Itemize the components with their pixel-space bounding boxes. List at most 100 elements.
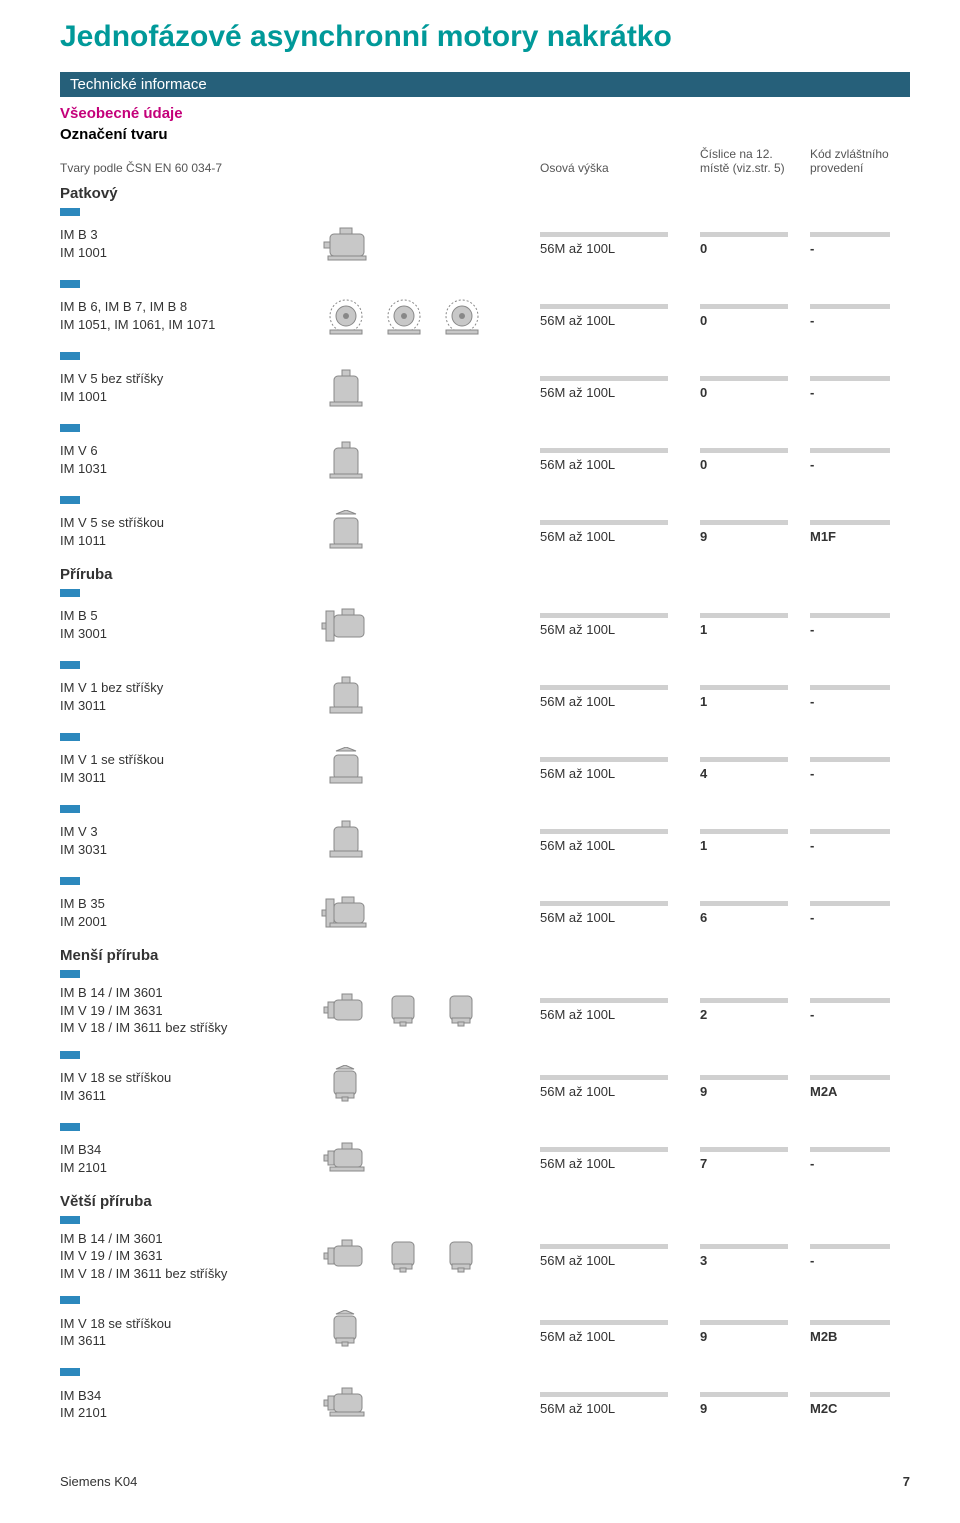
row-label-line: IM V 5 bez stříšky <box>60 370 320 388</box>
code-value: - <box>810 998 910 1022</box>
table-header: Tvary podle ČSN EN 60 034-7 Osová výška … <box>60 147 910 181</box>
side-icon <box>320 222 372 266</box>
code-value: - <box>810 304 910 328</box>
row-marker-icon <box>60 877 80 885</box>
axial-height: 56M až 100L <box>540 901 700 925</box>
footer-left: Siemens K04 <box>60 1474 137 1489</box>
row-label-line: IM V 18 se stříškou <box>60 1315 320 1333</box>
group-heading: Větší příruba <box>60 1193 910 1210</box>
digit-value: 1 <box>700 613 810 637</box>
col3-header: Číslice na 12.místě (viz.str. 5) <box>700 147 810 175</box>
code-value: M2C <box>810 1392 910 1416</box>
row-label-line: IM V 6 <box>60 442 320 460</box>
row-label-line: IM 3611 <box>60 1087 320 1105</box>
row-labels: IM B34IM 2101 <box>60 1141 320 1176</box>
row-marker-icon <box>60 805 80 813</box>
code-value: - <box>810 685 910 709</box>
code-value: M2B <box>810 1320 910 1344</box>
row-marker-icon <box>60 1123 80 1131</box>
table-row: IM B 14 / IM 3601IM V 19 / IM 3631IM V 1… <box>60 980 910 1045</box>
row-icons <box>320 1310 540 1354</box>
row-icons <box>320 603 540 647</box>
row-marker-icon <box>60 352 80 360</box>
top-icon <box>320 438 372 482</box>
row-label-line: IM V 5 se stříškou <box>60 514 320 532</box>
side-sfl-foot-icon <box>320 1382 372 1426</box>
digit-value: 9 <box>700 1392 810 1416</box>
row-marker-icon <box>60 496 80 504</box>
row-icons <box>320 891 540 935</box>
row-label-line: IM 3011 <box>60 769 320 787</box>
side-fl-foot-icon <box>320 891 372 935</box>
code-value: - <box>810 1147 910 1171</box>
digit-value: 0 <box>700 376 810 400</box>
table-row: IM V 3IM 303156M až 100L1- <box>60 815 910 871</box>
row-icons <box>320 747 540 791</box>
table-row: IM V 1 se stříškouIM 301156M až 100L4- <box>60 743 910 799</box>
row-label-line: IM V 19 / IM 3631 <box>60 1002 320 1020</box>
table-row: IM B 14 / IM 3601IM V 19 / IM 3631IM V 1… <box>60 1226 910 1291</box>
digit-value: 7 <box>700 1147 810 1171</box>
row-labels: IM V 3IM 3031 <box>60 823 320 858</box>
digit-value: 9 <box>700 520 810 544</box>
top-sfl-icon <box>378 988 430 1032</box>
digit-value: 4 <box>700 757 810 781</box>
row-label-line: IM B 35 <box>60 895 320 913</box>
page-title: Jednofázové asynchronní motory nakrátko <box>60 20 910 54</box>
section-bar: Technické informace <box>60 72 910 97</box>
table-row: IM V 5 bez stříškyIM 100156M až 100L0- <box>60 362 910 418</box>
row-labels: IM B 6, IM B 7, IM B 8IM 1051, IM 1061, … <box>60 298 320 333</box>
table-row: IM V 18 se stříškouIM 361156M až 100L9M2… <box>60 1306 910 1362</box>
digit-value: 9 <box>700 1075 810 1099</box>
table-row: IM B34IM 2101 56M až 100L9M2C <box>60 1378 910 1434</box>
row-marker-icon <box>60 1051 80 1059</box>
row-marker-icon <box>60 424 80 432</box>
code-value: - <box>810 613 910 637</box>
row-label-line: IM 3031 <box>60 841 320 859</box>
col1-header: Tvary podle ČSN EN 60 034-7 <box>60 161 320 175</box>
row-labels: IM V 1 bez stříškyIM 3011 <box>60 679 320 714</box>
subheading-shape: Označení tvaru <box>60 126 910 143</box>
code-value: - <box>810 901 910 925</box>
table-row: IM B 5IM 3001 56M až 100L1- <box>60 599 910 655</box>
row-icons <box>320 510 540 554</box>
row-label-line: IM B 14 / IM 3601 <box>60 1230 320 1248</box>
axial-height: 56M až 100L <box>540 304 700 328</box>
axial-height: 56M až 100L <box>540 1244 700 1268</box>
front-icon <box>320 294 372 338</box>
row-labels: IM V 5 se stříškouIM 1011 <box>60 514 320 549</box>
axial-height: 56M až 100L <box>540 613 700 637</box>
row-icons <box>320 1065 540 1109</box>
row-icons <box>320 1234 540 1278</box>
row-label-line: IM V 18 / IM 3611 bez stříšky <box>60 1019 320 1037</box>
front-icon <box>436 294 488 338</box>
top-icon <box>320 366 372 410</box>
top-fl-icon <box>320 675 372 719</box>
col4-header: Kód zvláštníhoprovedení <box>810 147 910 175</box>
row-labels: IM B 5IM 3001 <box>60 607 320 642</box>
row-icons <box>320 294 540 338</box>
side-fl-icon <box>320 603 372 647</box>
page-footer: Siemens K04 7 <box>60 1474 910 1489</box>
axial-height: 56M až 100L <box>540 829 700 853</box>
digit-value: 2 <box>700 998 810 1022</box>
axial-height: 56M až 100L <box>540 1147 700 1171</box>
axial-height: 56M až 100L <box>540 232 700 256</box>
row-label-line: IM 1001 <box>60 244 320 262</box>
row-label-line: IM 3011 <box>60 697 320 715</box>
digit-value: 1 <box>700 685 810 709</box>
row-label-line: IM 3001 <box>60 625 320 643</box>
col2-header: Osová výška <box>540 161 700 175</box>
top-sfl-icon <box>436 988 488 1032</box>
code-value: - <box>810 1244 910 1268</box>
digit-value: 0 <box>700 448 810 472</box>
row-marker-icon <box>60 589 80 597</box>
row-labels: IM B34IM 2101 <box>60 1387 320 1422</box>
row-label-line: IM B34 <box>60 1141 320 1159</box>
row-labels: IM B 14 / IM 3601IM V 19 / IM 3631IM V 1… <box>60 984 320 1037</box>
table-body: PatkovýIM B 3IM 100156M až 100L0-IM B 6,… <box>60 185 910 1434</box>
top-sfl-cap-icon <box>320 1310 372 1354</box>
axial-height: 56M až 100L <box>540 1392 700 1416</box>
row-label-line: IM B 6, IM B 7, IM B 8 <box>60 298 320 316</box>
row-label-line: IM V 3 <box>60 823 320 841</box>
